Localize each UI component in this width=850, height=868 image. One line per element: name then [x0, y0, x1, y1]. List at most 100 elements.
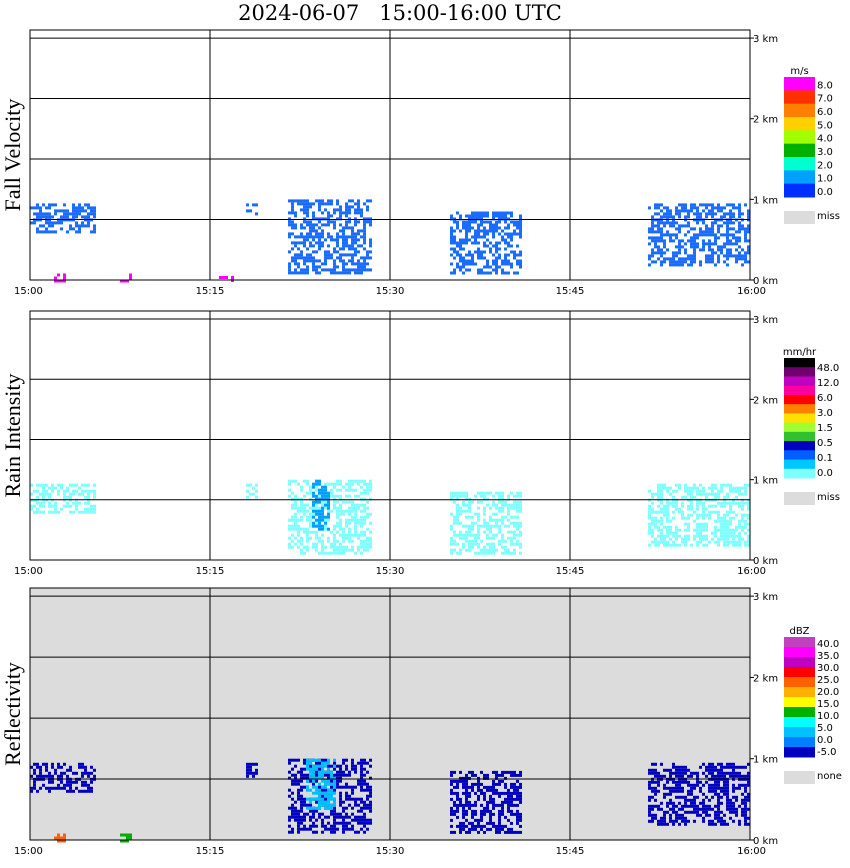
data-cell [669, 528, 672, 532]
data-cell [483, 232, 486, 236]
data-cell [306, 271, 309, 275]
data-cell [288, 524, 291, 528]
data-cell [696, 783, 699, 787]
data-cell [684, 804, 687, 808]
data-cell [678, 483, 681, 487]
data-cell [681, 260, 684, 264]
data-cell [453, 830, 456, 834]
data-cell [354, 494, 357, 498]
data-cell [339, 271, 342, 275]
data-cell [315, 524, 318, 528]
colorbar-label: 35.0 [817, 651, 839, 662]
data-cell [465, 788, 468, 792]
data-cell [339, 542, 342, 546]
data-cell [324, 494, 327, 498]
data-cell [300, 797, 303, 801]
data-cell [348, 548, 351, 552]
data-cell [318, 259, 321, 263]
data-cell [459, 776, 462, 780]
data-cell [708, 230, 711, 234]
data-cell [306, 235, 309, 239]
data-cell [462, 812, 465, 816]
data-cell [330, 509, 333, 513]
data-cell [672, 801, 675, 805]
data-cell [318, 500, 321, 504]
data-cell [513, 551, 516, 555]
data-cell [510, 794, 513, 798]
data-cell [450, 214, 453, 218]
data-cell [75, 483, 78, 487]
data-cell [702, 807, 705, 811]
data-cell [288, 232, 291, 236]
data-cell [501, 214, 504, 218]
data-cell [696, 513, 699, 517]
data-cell [69, 212, 72, 216]
data-cell [51, 230, 54, 234]
data-cell [708, 765, 711, 769]
data-cell [369, 244, 372, 248]
data-cell [474, 232, 477, 236]
data-cell [681, 789, 684, 793]
data-cell [462, 806, 465, 810]
data-cell [651, 260, 654, 264]
data-cell [288, 770, 291, 774]
data-cell [510, 809, 513, 813]
data-cell [663, 221, 666, 225]
data-cell [651, 531, 654, 535]
data-cell [321, 503, 324, 507]
data-cell [330, 482, 333, 486]
data-cell [36, 789, 39, 793]
data-cell [333, 524, 336, 528]
data-cell [33, 206, 36, 210]
data-cell [474, 818, 477, 822]
data-cell [711, 807, 714, 811]
data-cell [90, 206, 93, 210]
data-cell [255, 762, 258, 766]
data-cell [456, 782, 459, 786]
data-cell [339, 214, 342, 218]
data-cell [654, 780, 657, 784]
data-cell [360, 491, 363, 495]
data-cell [318, 773, 321, 777]
data-cell [732, 233, 735, 237]
data-cell [711, 483, 714, 487]
data-cell [345, 482, 348, 486]
data-cell [495, 782, 498, 786]
data-cell [288, 830, 291, 834]
data-cell [705, 795, 708, 799]
data-cell [48, 510, 51, 514]
data-cell [501, 827, 504, 831]
data-cell [747, 230, 750, 234]
data-cell [36, 227, 39, 231]
data-cell [474, 542, 477, 546]
data-cell [720, 765, 723, 769]
data-cell [489, 241, 492, 245]
data-cell [651, 501, 654, 505]
data-cell [306, 536, 309, 540]
data-cell [681, 786, 684, 790]
data-cell [675, 786, 678, 790]
data-cell [321, 199, 324, 203]
data-cell [351, 797, 354, 801]
data-cell [651, 813, 654, 817]
data-cell [246, 209, 249, 213]
data-cell [342, 530, 345, 534]
data-cell [489, 524, 492, 528]
data-cell [342, 509, 345, 513]
data-cell [486, 803, 489, 807]
data-cell [63, 489, 66, 493]
data-cell [66, 495, 69, 499]
data-cell [648, 786, 651, 790]
data-cell [336, 773, 339, 777]
data-cell [516, 271, 519, 275]
data-cell [723, 774, 726, 778]
data-cell [504, 548, 507, 552]
data-cell [324, 208, 327, 212]
data-cell [672, 819, 675, 823]
data-cell [330, 803, 333, 807]
data-cell [252, 762, 255, 766]
data-cell [702, 489, 705, 493]
data-cell [75, 224, 78, 228]
data-cell [690, 203, 693, 207]
data-cell [699, 492, 702, 496]
